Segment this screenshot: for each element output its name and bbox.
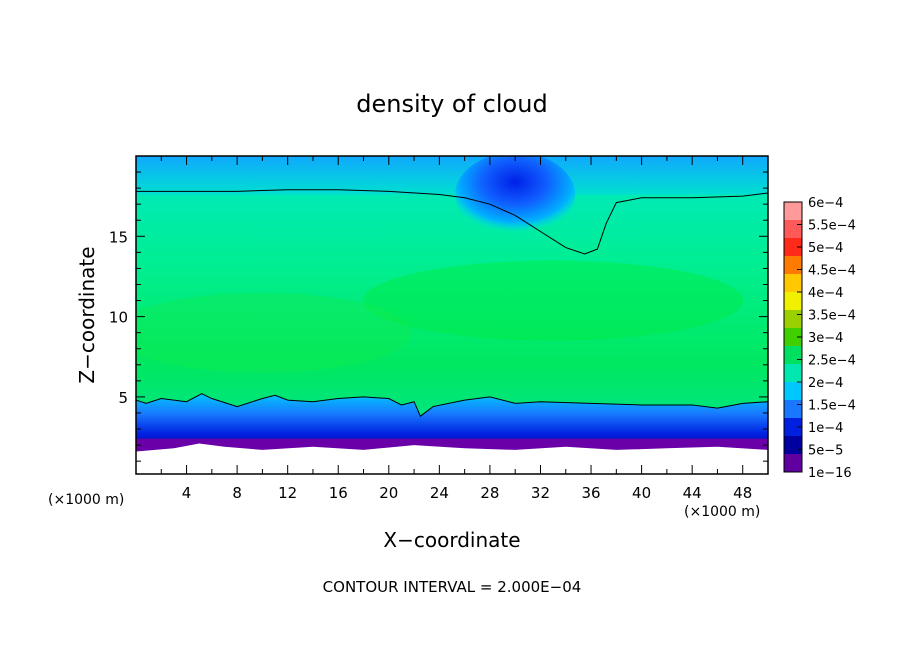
- colorbar-swatch: [784, 274, 802, 293]
- y-tick-label: 10: [109, 309, 128, 327]
- contour-line-1: [136, 189, 768, 255]
- field-low-band: [136, 393, 768, 452]
- x-tick-label: 4: [182, 484, 192, 502]
- x-tick-label: 48: [733, 484, 752, 502]
- colorbar-swatch: [784, 328, 802, 347]
- plot-frame: [135, 155, 769, 475]
- x-unit-left: (×1000 m): [48, 492, 124, 508]
- colorbar-swatch: [784, 382, 802, 401]
- field-dense-core: [363, 260, 744, 341]
- x-tick-label: 8: [232, 484, 242, 502]
- colorbar-label: 5e−5: [808, 444, 843, 459]
- x-tick-label: 44: [683, 484, 702, 502]
- x-tick-label: 36: [581, 484, 600, 502]
- colorbar-swatch: [784, 220, 802, 239]
- x-axis-label: X−coordinate: [383, 528, 520, 552]
- colorbar-label: 1.5e−4: [808, 399, 856, 414]
- field-upper: [136, 156, 768, 195]
- y-tick-label: 5: [118, 389, 128, 407]
- chart-title: density of cloud: [356, 90, 547, 118]
- colorbar-swatch: [784, 202, 802, 221]
- colorbar-swatch: [784, 436, 802, 455]
- y-axis: 5 10 15: [109, 171, 768, 462]
- colorbar-label: 4e−4: [808, 286, 843, 301]
- colorbar-swatch: [784, 292, 802, 311]
- field-dense-core: [136, 292, 413, 373]
- y-tick-label: 15: [109, 228, 128, 246]
- colorbar-label: 2.5e−4: [808, 354, 856, 369]
- x-tick-label: 12: [278, 484, 297, 502]
- colorbar-swatch: [784, 310, 802, 329]
- colorbar-label: 6e−4: [808, 196, 843, 211]
- colorbar-swatch: [784, 256, 802, 275]
- x-tick-label: 40: [632, 484, 651, 502]
- colorbar-label: 5.5e−4: [808, 219, 856, 234]
- colorbar-label: 3.5e−4: [808, 309, 856, 324]
- colorbar-swatch: [784, 454, 802, 473]
- x-tick-label: 24: [430, 484, 449, 502]
- x-axis: 4 8 12 16 20 24 28 32 36 40 44 48: [160, 156, 752, 502]
- colorbar-label: 2e−4: [808, 376, 843, 391]
- colorbar-label: 1e−16: [808, 466, 852, 481]
- colorbar-label: 1e−4: [808, 421, 843, 436]
- colorbar-swatch: [784, 418, 802, 437]
- colorbar: 6e−4 5.5e−4 5e−4 4.5e−4 4e−4 3.5e−4 3e−4 2.5e−4…: [783, 196, 856, 481]
- field-low-density-pocket: [455, 156, 576, 237]
- x-tick-label: 32: [531, 484, 550, 502]
- colorbar-label: 5e−4: [808, 241, 843, 256]
- colorbar-swatch: [784, 238, 802, 257]
- colorbar-label: 4.5e−4: [808, 264, 856, 279]
- heatmap-field: [136, 156, 768, 474]
- contour-interval-note: CONTOUR INTERVAL = 2.000E−04: [323, 578, 582, 596]
- y-axis-label: Z−coordinate: [75, 246, 99, 383]
- field-empty-ground: [136, 443, 768, 474]
- x-tick-label: 28: [480, 484, 499, 502]
- colorbar-swatch: [784, 400, 802, 419]
- colorbar-swatch: [784, 364, 802, 383]
- x-tick-label: 16: [329, 484, 348, 502]
- colorbar-label: 3e−4: [808, 331, 843, 346]
- contour-line-2: [136, 393, 768, 417]
- x-tick-label: 20: [379, 484, 398, 502]
- colorbar-swatch: [784, 346, 802, 365]
- x-unit-right: (×1000 m): [684, 504, 760, 520]
- contour-lines: [136, 189, 768, 417]
